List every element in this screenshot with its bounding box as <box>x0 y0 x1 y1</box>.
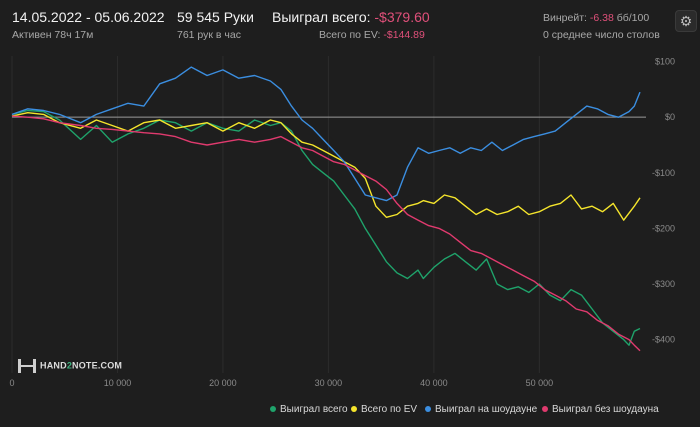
x-tick-label: 10 000 <box>104 378 132 388</box>
legend-item-ev[interactable]: Всего по EV <box>351 404 417 415</box>
ev-total: Всего по EV: -$144.89 <box>319 29 425 41</box>
series-line-nonshowdown <box>11 115 641 352</box>
date-range: 14.05.2022 - 05.06.2022 <box>12 9 165 25</box>
y-tick-label: -$300 <box>652 279 675 289</box>
y-tick-label: $0 <box>665 112 675 122</box>
hands-per-hour: 761 рук в час <box>177 29 241 41</box>
legend-dot-showdown <box>425 406 431 413</box>
hands-count: 59 545 Руки <box>177 9 254 25</box>
logo-suffix: NOTE.COM <box>72 360 123 371</box>
settings-gear-icon[interactable]: ⚙ <box>675 10 697 32</box>
active-time: Активен 78ч 17м <box>12 29 94 41</box>
hand2note-logo-icon <box>18 359 36 373</box>
total-won: Выиграл всего: -$379.60 <box>272 9 430 25</box>
legend-label-showdown: Выиграл на шоудауне <box>435 404 538 415</box>
x-tick-label: 0 <box>9 378 14 388</box>
total-won-value: -$379.60 <box>374 9 430 25</box>
y-tick-label: -$200 <box>652 223 675 233</box>
series-line-showdown <box>11 66 641 202</box>
legend-label-nonshowdown: Выиграл без шоудауна <box>552 404 659 415</box>
profit-chart: 0 10 000 20 000 30 000 40 000 50 000 $100 $0 -$1… <box>9 56 675 388</box>
winrate-label: Винрейт: <box>543 12 587 24</box>
logo-mid: 2 <box>66 360 73 371</box>
legend-dot-nonshowdown <box>542 406 548 413</box>
legend-dot-ev <box>351 406 357 413</box>
winrate: Винрейт: -6.38 бб/100 <box>543 12 649 24</box>
winrate-unit: бб/100 <box>616 12 650 24</box>
stats-header: 14.05.2022 - 05.06.2022 Активен 78ч 17м … <box>0 0 700 48</box>
y-tick-label: -$400 <box>652 335 675 345</box>
legend-item-nonshowdown[interactable]: Выиграл без шоудауна <box>542 404 659 415</box>
legend-label-ev: Всего по EV <box>361 404 418 415</box>
legend-item-showdown[interactable]: Выиграл на шоудауне <box>425 404 537 415</box>
y-tick-label: -$100 <box>652 168 675 178</box>
legend-dot-total <box>270 406 276 413</box>
hand2note-logo: HAND2NOTE.COM <box>18 359 122 373</box>
total-won-label: Выиграл всего: <box>272 9 371 25</box>
y-tick-label: $100 <box>655 57 675 67</box>
ev-total-value: -$144.89 <box>383 29 425 41</box>
legend-label-total: Выиграл всего <box>280 404 348 415</box>
series-line-total <box>11 109 641 346</box>
avg-tables: 0 среднее число столов <box>543 29 660 41</box>
logo-prefix: HAND <box>40 360 67 371</box>
ev-total-label: Всего по EV: <box>319 29 381 41</box>
x-tick-label: 30 000 <box>315 378 343 388</box>
legend-item-total[interactable]: Выиграл всего <box>270 404 348 415</box>
x-tick-label: 50 000 <box>526 378 554 388</box>
x-tick-label: 40 000 <box>420 378 448 388</box>
series-line-ev <box>11 111 641 221</box>
winrate-value: -6.38 <box>589 12 614 24</box>
x-tick-label: 20 000 <box>209 378 237 388</box>
